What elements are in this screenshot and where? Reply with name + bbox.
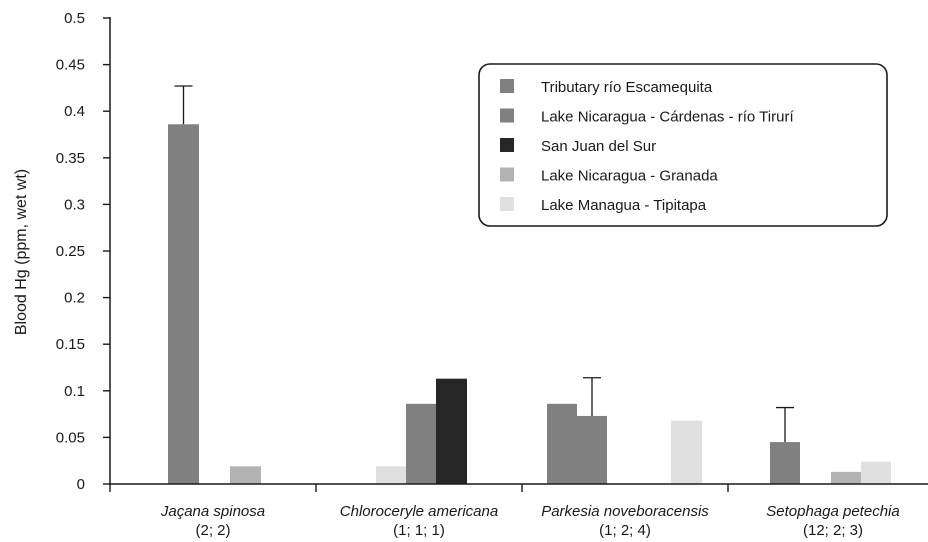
y-tick-label: 0 — [77, 476, 85, 493]
y-tick-label: 0.15 — [56, 336, 85, 353]
category-label: Chloroceryle americana — [340, 503, 498, 520]
bar — [861, 461, 891, 484]
bar — [230, 466, 261, 484]
legend-swatch — [500, 197, 514, 211]
legend-label: Lake Nicaragua - Granada — [541, 168, 718, 185]
y-tick-label: 0.1 — [64, 383, 85, 400]
bar — [770, 442, 800, 484]
y-tick-label: 0.3 — [64, 196, 85, 213]
category-sample-size: (1; 2; 4) — [599, 522, 651, 539]
axes-layer: 0 0.05 0.1 0.15 0.2 0.25 0.3 0.35 0.4 0.45 0.5 Jaça… — [56, 10, 928, 539]
y-tick-label: 0.25 — [56, 243, 85, 260]
legend-label: Tributary río Escamequita — [541, 79, 713, 96]
legend-label: Lake Managua - Tipitapa — [541, 197, 707, 214]
category-sample-size: (2; 2) — [195, 522, 230, 539]
legend-label: San Juan del Sur — [541, 138, 656, 155]
legend-swatch — [500, 79, 514, 93]
category-sample-size: (12; 2; 3) — [803, 522, 863, 539]
category-sample-size: (1; 1; 1) — [393, 522, 445, 539]
y-tick-label: 0.4 — [64, 103, 85, 120]
bar — [577, 415, 607, 484]
legend-swatch — [500, 138, 514, 152]
y-tick-label: 0.05 — [56, 429, 85, 446]
bar — [168, 124, 199, 485]
category-label: Jaçana spinosa — [160, 503, 265, 520]
legend: Tributary río Escamequita Lake Nicaragua … — [478, 63, 888, 227]
bars-layer — [168, 85, 891, 485]
legend-swatch — [500, 167, 514, 182]
bar — [436, 378, 467, 484]
bar — [376, 466, 407, 484]
bar — [831, 471, 861, 484]
y-tick-label: 0.2 — [64, 290, 85, 307]
y-axis-label: Blood Hg (ppm, wet wt) — [13, 169, 30, 335]
legend-label: Lake Nicaragua - Cárdenas - río Tirurí — [541, 109, 794, 126]
y-tick-label: 0.35 — [56, 150, 85, 167]
bar — [406, 403, 437, 484]
legend-box — [478, 63, 888, 227]
category-label: Parkesia noveboracensis — [541, 503, 709, 520]
bar — [671, 420, 702, 484]
legend-swatch — [500, 108, 514, 123]
y-tick-label: 0.5 — [64, 10, 85, 27]
y-tick-label: 0.45 — [56, 57, 85, 74]
category-label: Setophaga petechia — [766, 503, 899, 520]
bar — [547, 403, 577, 484]
